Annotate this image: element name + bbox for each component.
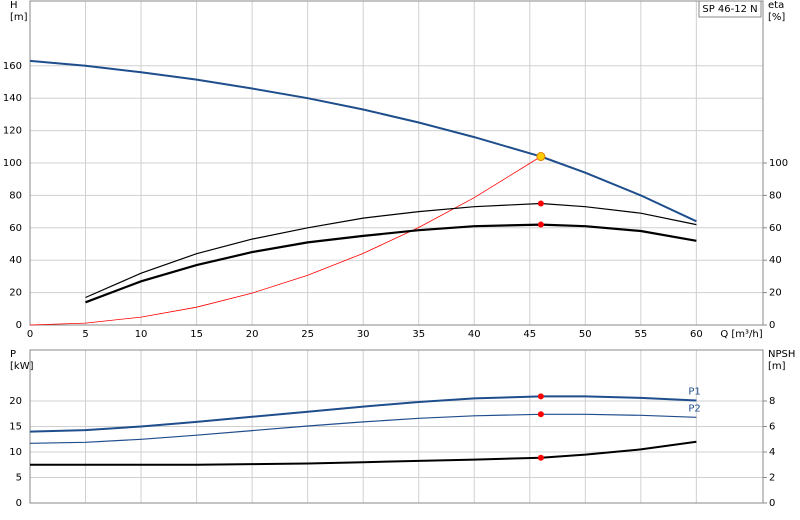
y-tick-label: 20	[9, 396, 22, 407]
y2-tick-label: 2	[769, 473, 775, 484]
x-tick-label: 60	[690, 329, 703, 340]
duty-point	[537, 454, 544, 461]
x-tick-label: 55	[634, 329, 647, 340]
y-tick-label: 5	[16, 473, 22, 484]
duty-point	[537, 200, 544, 207]
y2-tick-label: 0	[769, 320, 775, 331]
y2-axis-label: [%]	[768, 12, 785, 23]
y2-axis-label: eta	[768, 0, 784, 11]
y-tick-label: 140	[3, 93, 22, 104]
curve	[29, 156, 542, 326]
y2-tick-label: 20	[769, 288, 782, 299]
x-tick-label: 45	[523, 329, 536, 340]
duty-point	[537, 411, 544, 418]
y-tick-label: 10	[9, 447, 22, 458]
y2-tick-label: 4	[769, 447, 775, 458]
annotation: SP 46-12 N	[702, 4, 757, 15]
y2-tick-label: 60	[769, 223, 782, 234]
duty-point	[536, 152, 546, 162]
curve	[29, 59, 697, 223]
y-tick-label: 20	[9, 288, 22, 299]
y2-tick-label: 80	[769, 190, 782, 201]
x-tick-label: 0	[27, 329, 33, 340]
duty-point	[537, 221, 544, 228]
x-tick-label: 10	[135, 329, 148, 340]
x-tick-label: 50	[579, 329, 592, 340]
y2-tick-label: 8	[769, 396, 775, 407]
curve	[30, 440, 697, 466]
x-tick-label: 40	[468, 329, 481, 340]
curve	[85, 202, 697, 299]
annotation-box	[698, 0, 762, 18]
y-axis-label: H	[10, 0, 18, 11]
y2-tick-label: 40	[769, 255, 782, 266]
duty-point	[537, 393, 544, 400]
y-tick-label: 0	[16, 320, 22, 331]
y2-tick-label: 0	[769, 498, 775, 509]
y-tick-label: 0	[16, 498, 22, 509]
x-tick-label: 15	[190, 329, 203, 340]
x-axis-label: Q [m³/h]	[720, 329, 762, 340]
y2-axis-label: NPSH	[768, 349, 795, 360]
y-tick-label: 80	[9, 190, 22, 201]
y-axis-label: [kW]	[10, 361, 34, 372]
y-tick-label: 160	[3, 61, 22, 72]
y2-axis-label: [m]	[768, 361, 786, 372]
y-tick-label: 15	[9, 422, 22, 433]
x-tick-label: 30	[357, 329, 370, 340]
y2-tick-label: 6	[769, 422, 775, 433]
series-label: P1	[688, 386, 700, 397]
y-tick-label: 100	[3, 158, 22, 169]
x-tick-label: 5	[82, 329, 88, 340]
x-tick-label: 20	[246, 329, 259, 340]
curve	[85, 223, 697, 304]
curve	[29, 413, 697, 444]
series-label: P2	[688, 403, 700, 414]
x-tick-label: 25	[301, 329, 314, 340]
y-axis-label: [m]	[10, 12, 28, 23]
x-tick-label: 35	[412, 329, 425, 340]
y-axis-label: P	[10, 349, 16, 360]
y-tick-label: 40	[9, 255, 22, 266]
y-tick-label: 60	[9, 223, 22, 234]
y2-tick-label: 100	[769, 158, 788, 169]
curve	[29, 395, 697, 433]
y-tick-label: 120	[3, 126, 22, 137]
